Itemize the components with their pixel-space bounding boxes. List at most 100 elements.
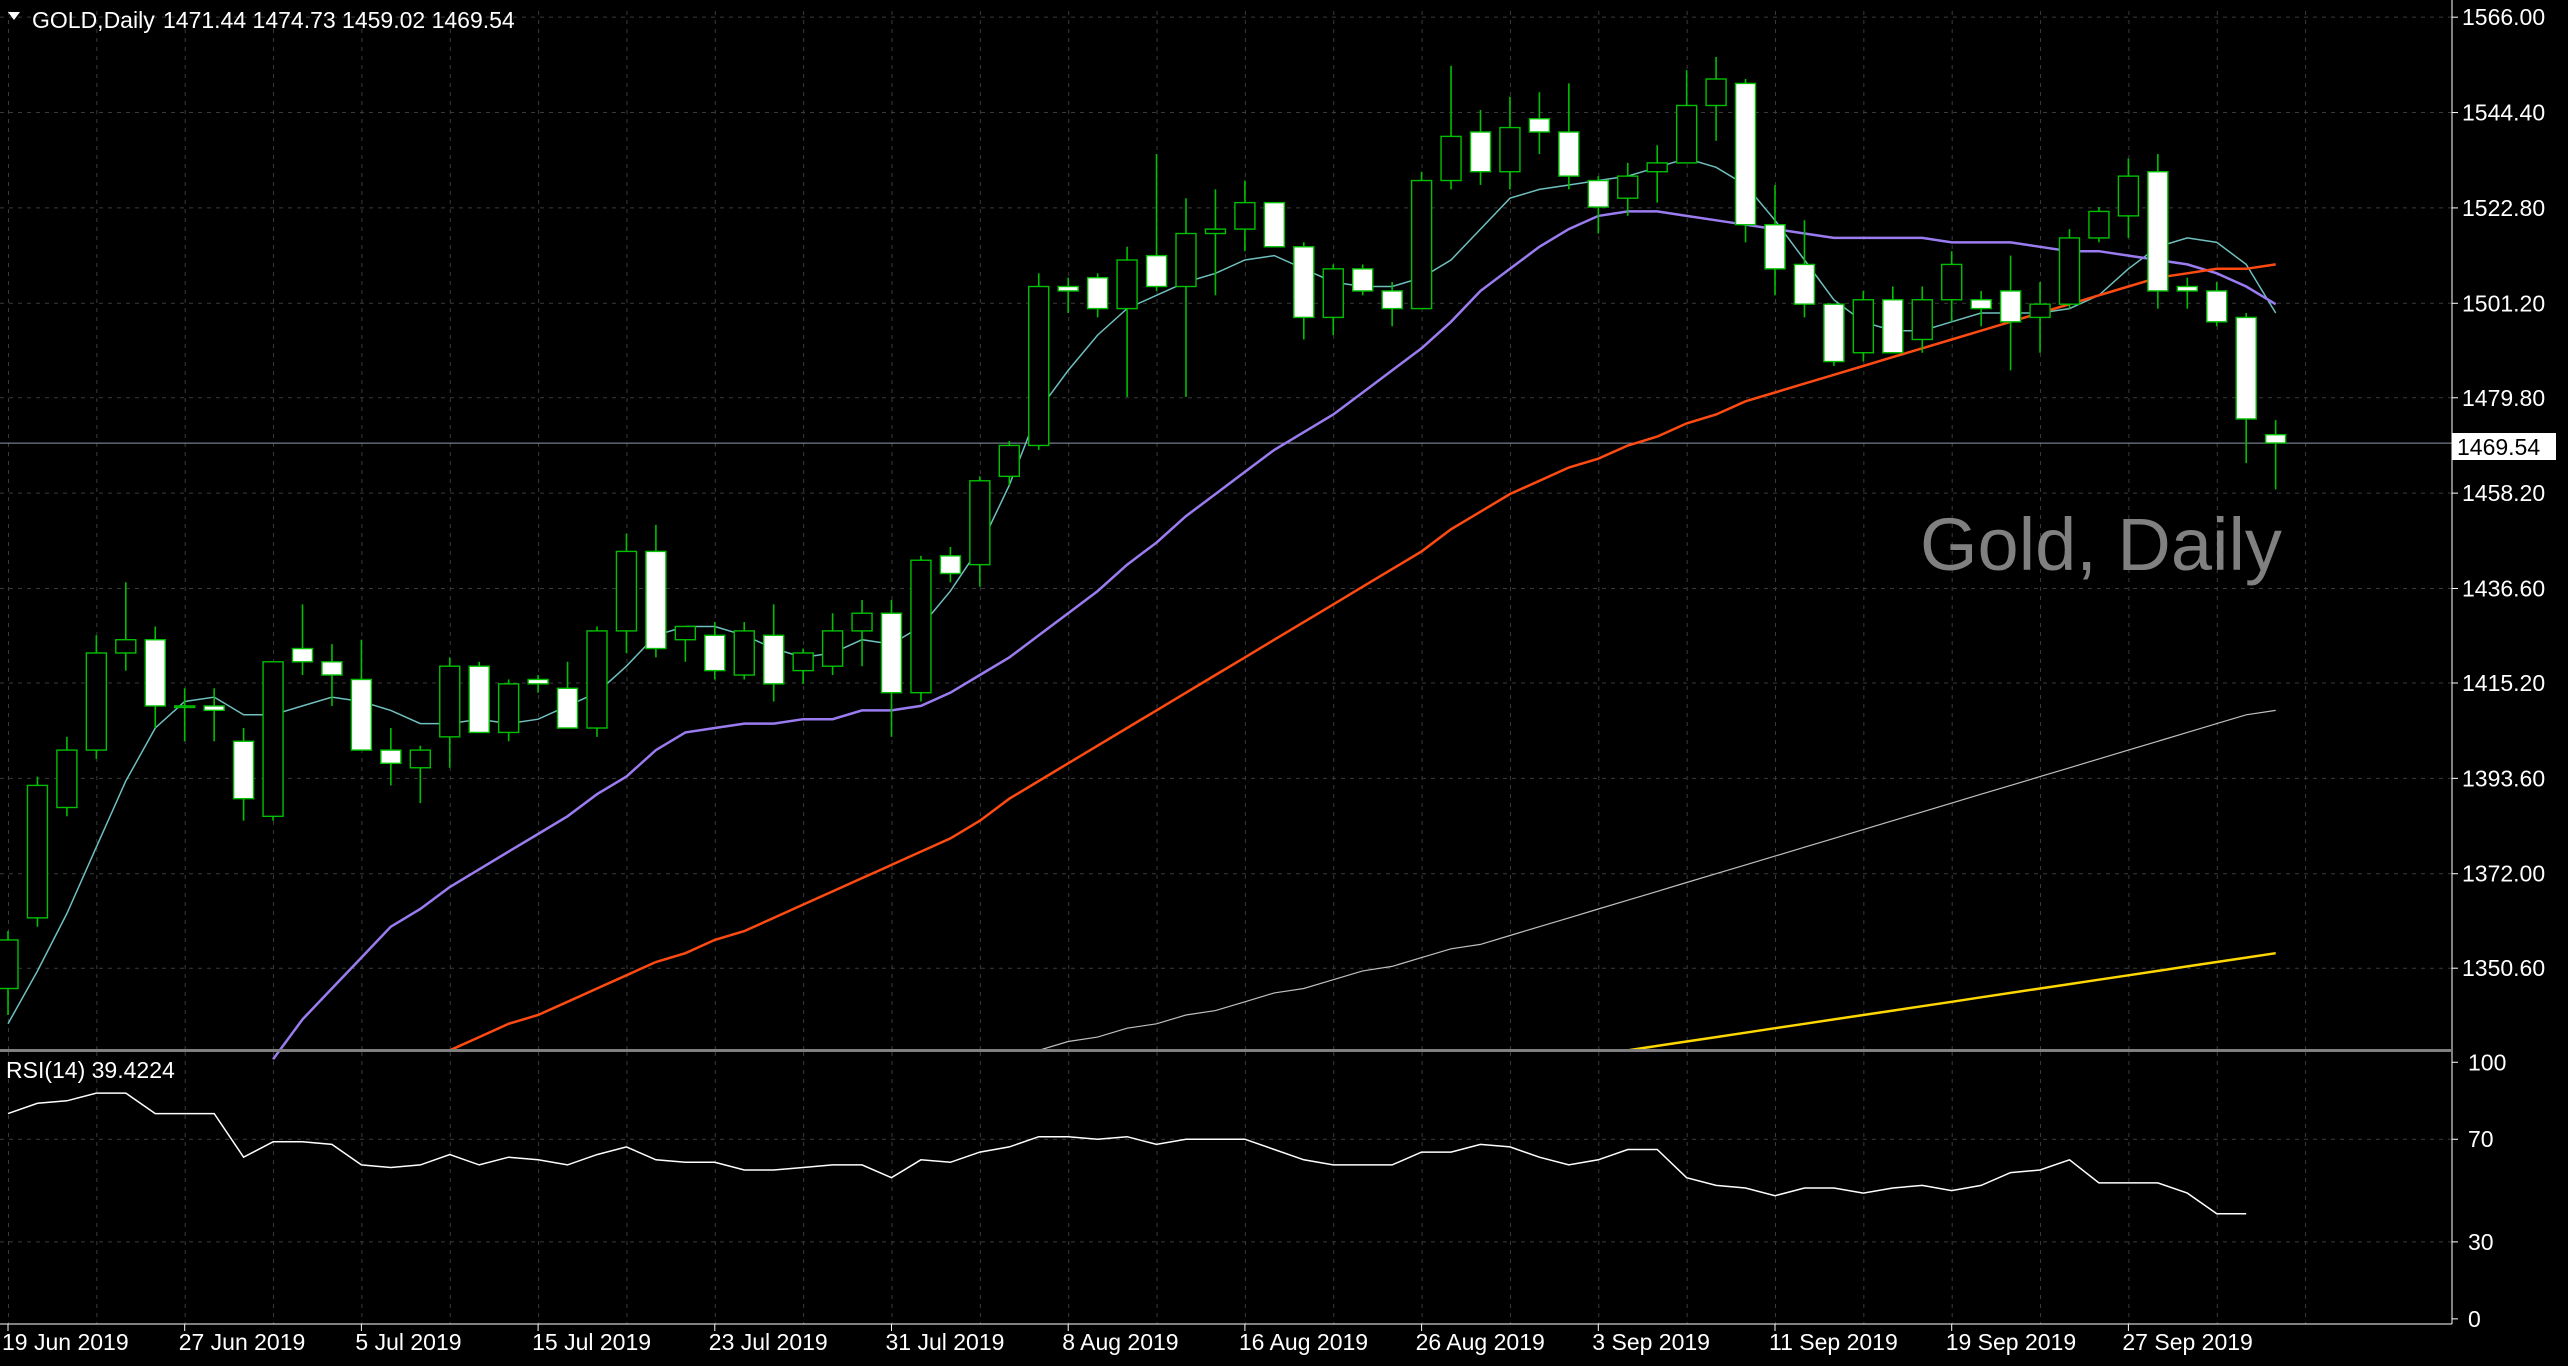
candle [2264, 420, 2287, 490]
date-tick-label: 16 Aug 2019 [1239, 1329, 1368, 1355]
candle [880, 599, 903, 737]
candle [1293, 242, 1315, 340]
candle [291, 604, 314, 676]
candle-body [1175, 232, 1197, 288]
candle-body [1293, 246, 1315, 319]
candle-body [527, 678, 549, 685]
candle [1793, 220, 1816, 318]
candle-body [26, 784, 49, 919]
candle [851, 599, 873, 667]
candle [1705, 56, 1727, 141]
candle [1617, 162, 1639, 216]
candle [1734, 78, 1757, 243]
price-tick-label: 1393.60 [2462, 765, 2545, 791]
candle [1558, 83, 1580, 190]
rsi-tick-label: 0 [2468, 1306, 2481, 1332]
candle [1999, 255, 2022, 371]
header: GOLD,Daily 1471.44 1474.73 1459.02 1469.… [8, 7, 515, 33]
current-price-label: 1469.54 [2457, 434, 2540, 460]
candle [1764, 184, 1786, 296]
candle [1175, 198, 1197, 397]
candle [556, 661, 579, 729]
candle [1940, 251, 1963, 322]
candle [1381, 282, 1403, 327]
candle-body [1558, 131, 1580, 177]
price-tick-label: 1479.80 [2462, 385, 2545, 411]
candle-body [2117, 175, 2140, 217]
candle [1028, 273, 1050, 450]
candle [1528, 92, 1551, 155]
dropdown-triangle-icon[interactable] [8, 12, 20, 20]
candle [2088, 207, 2110, 243]
candle-body [2264, 433, 2287, 444]
candle-body [2058, 237, 2081, 305]
candle [2206, 282, 2228, 327]
candle [0, 931, 19, 1016]
candle-body [704, 634, 726, 672]
candle [1440, 65, 1462, 190]
candle-body [1852, 299, 1875, 354]
candle [1351, 264, 1374, 296]
candle-body [1764, 223, 1786, 270]
price-tick-label: 1372.00 [2462, 861, 2545, 887]
candle-body [792, 652, 814, 672]
candle [1499, 96, 1521, 190]
candle [527, 675, 549, 693]
candle-body [645, 550, 667, 650]
candle-body [939, 555, 962, 575]
candle-body [615, 550, 638, 632]
candle [26, 776, 49, 927]
candle-body [1469, 131, 1492, 173]
symbol-label: GOLD,Daily [32, 7, 155, 33]
candle [733, 622, 755, 680]
candle [1587, 176, 1610, 234]
candle [1057, 277, 1079, 313]
price-tick-label: 1566.00 [2462, 4, 2545, 30]
candle [939, 546, 962, 583]
candle-body [497, 683, 520, 734]
candle-body [409, 749, 431, 769]
pane-separator [0, 1049, 2452, 1052]
price-tick-label: 1544.40 [2462, 100, 2545, 126]
candle [232, 728, 255, 821]
candle-body [0, 939, 19, 990]
date-tick-label: 27 Jun 2019 [179, 1329, 306, 1355]
candle-body [1646, 162, 1668, 173]
candle [115, 582, 137, 671]
candle [1145, 154, 1168, 291]
candle [969, 476, 991, 587]
candle-body [2147, 171, 2169, 292]
price-tick-label: 1522.80 [2462, 195, 2545, 221]
candle [1234, 180, 1256, 252]
candle-body [1970, 299, 1992, 310]
candle [2235, 312, 2257, 464]
candles [0, 56, 2287, 1016]
candle-body [1911, 299, 1933, 341]
candle-body [468, 665, 490, 734]
candle [615, 533, 638, 653]
candle-body [2176, 285, 2199, 292]
candle-body [1440, 135, 1462, 182]
price-tick-label: 1458.20 [2462, 480, 2545, 506]
ma-mid-line [272, 210, 2277, 1060]
candle [85, 635, 108, 759]
date-tick-label: 19 Sep 2019 [1946, 1329, 2076, 1355]
candle-body [1057, 285, 1079, 292]
candle-body [2029, 303, 2051, 319]
candle-body [1263, 201, 1286, 248]
candle [998, 441, 1020, 486]
candle-body [203, 705, 225, 712]
candle-body [1204, 228, 1227, 235]
date-tick-label: 8 Aug 2019 [1062, 1329, 1178, 1355]
candle [821, 613, 844, 676]
candle [910, 555, 932, 702]
candle-body [1617, 175, 1639, 199]
price-tick-label: 1415.20 [2462, 670, 2545, 696]
candle [792, 648, 814, 684]
candle-body [144, 639, 166, 707]
candle [203, 688, 225, 742]
price-tick-label: 1436.60 [2462, 576, 2545, 602]
candle [1882, 286, 1904, 354]
